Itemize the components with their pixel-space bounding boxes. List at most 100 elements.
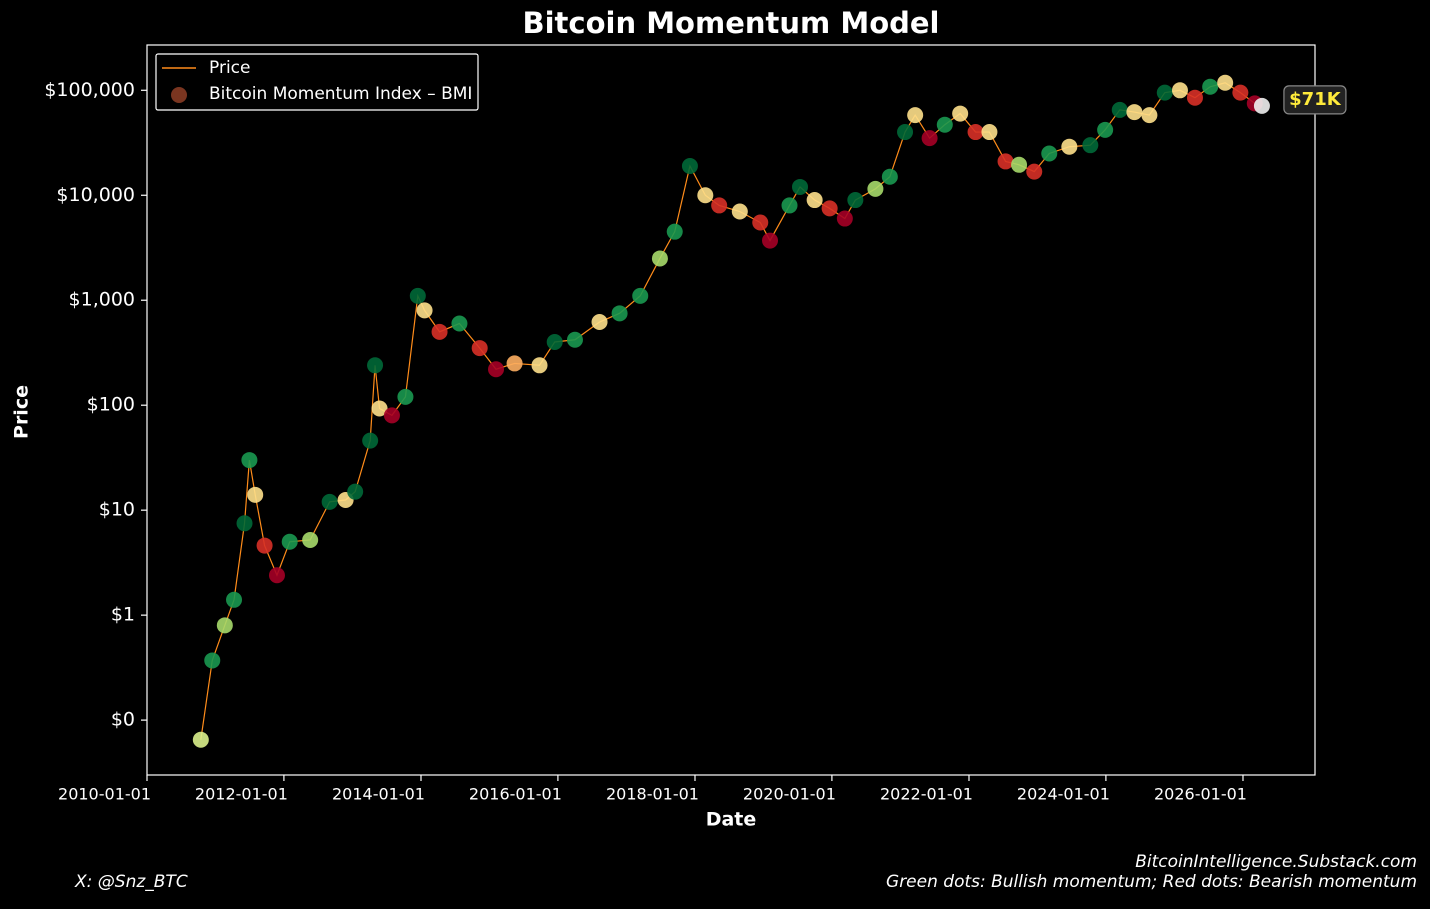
bmi-dot: [881, 168, 898, 185]
x-tick-label: 2016-01-01: [469, 785, 562, 804]
bmi-dot: [666, 223, 683, 240]
y-tick-label: $100: [87, 394, 135, 416]
bmi-dot: [681, 157, 698, 174]
bmi-dot: [566, 331, 583, 348]
bmi-dot: [711, 197, 728, 214]
bmi-dot: [1232, 84, 1249, 101]
bmi-dot: [383, 407, 400, 424]
bmi-dot: [907, 107, 924, 124]
note: Green dots: Bullish momentum; Red dots: …: [886, 872, 1417, 892]
bmi-dot: [1041, 145, 1058, 162]
x-tick-label: 2022-01-01: [880, 785, 973, 804]
bmi-dot: [781, 197, 798, 214]
y-tick-label: $10: [99, 499, 135, 521]
bmi-dot: [247, 486, 264, 503]
bmi-dot: [752, 214, 769, 231]
x-axis-label: Date: [706, 809, 757, 831]
bmi-dot: [611, 305, 628, 322]
bmi-dot: [731, 203, 748, 220]
bmi-dot: [651, 250, 668, 267]
annotation-box: [1283, 85, 1347, 115]
bmi-dot: [409, 287, 426, 304]
y-axis-label: Price: [11, 385, 33, 439]
bmi-dot: [362, 432, 379, 449]
bmi-dot: [1253, 97, 1270, 114]
bmi-dot: [241, 452, 258, 469]
bmi-dot: [952, 105, 969, 122]
y-tick-label: $1: [111, 604, 135, 626]
bmi-dot: [1026, 163, 1043, 180]
x-tick-label: 2024-01-01: [1017, 785, 1110, 804]
bmi-dot: [762, 232, 779, 249]
bmi-dot: [1097, 121, 1114, 138]
bmi-dot: [321, 493, 338, 510]
bmi-dot: [546, 333, 563, 350]
bmi-dot: [897, 124, 914, 141]
credit: X: @Snz_BTC: [74, 872, 188, 892]
bmi-dot: [1141, 107, 1158, 124]
bmi-dot: [1082, 137, 1099, 154]
bmi-dot: [936, 116, 953, 133]
bmi-dot: [806, 192, 823, 209]
bmi-dot: [192, 731, 209, 748]
chart-title: Bitcoin Momentum Model: [523, 6, 940, 40]
legend-box: [155, 53, 479, 111]
bmi-dot: [1186, 89, 1203, 106]
x-tick-label: 2012-01-01: [195, 785, 288, 804]
bmi-dot: [1011, 156, 1028, 173]
bmi-dot: [531, 357, 548, 374]
bmi-dot: [397, 388, 414, 405]
bmi-dot: [506, 355, 523, 372]
bmi-dot: [1171, 82, 1188, 99]
bmi-dot: [1111, 101, 1128, 118]
legend-label: Price: [209, 58, 250, 78]
source: BitcoinIntelligence.Substack.com: [1135, 852, 1417, 872]
y-tick-label: $0: [111, 709, 135, 731]
bmi-dot: [967, 124, 984, 141]
bmi-dot: [921, 130, 938, 147]
bmi-dot: [867, 180, 884, 197]
bmi-dot: [1217, 74, 1234, 91]
x-tick-label: 2026-01-01: [1154, 785, 1247, 804]
bmi-dot: [1126, 104, 1143, 121]
bmi-dot: [204, 652, 221, 669]
plot-frame: [146, 44, 1316, 776]
bmi-dot: [281, 533, 298, 550]
bmi-dot: [1061, 138, 1078, 155]
bmi-dot: [821, 200, 838, 217]
bmi-dot: [1156, 84, 1173, 101]
bmi-dot: [1202, 78, 1219, 95]
bmi-dot: [792, 178, 809, 195]
bmi-dot: [268, 567, 285, 584]
bmi-dot: [632, 287, 649, 304]
bmi-dot: [367, 357, 384, 374]
annotation: $71K: [1289, 89, 1342, 110]
x-tick-label: 2010-01-01: [58, 785, 151, 804]
x-tick-label: 2020-01-01: [743, 785, 836, 804]
bmi-dot: [226, 591, 243, 608]
bmi-dot: [471, 340, 488, 357]
bmi-dot: [256, 537, 273, 554]
bmi-dot: [302, 531, 319, 548]
legend-label: Bitcoin Momentum Index – BMI: [209, 84, 472, 104]
bmi-dot: [236, 515, 253, 532]
bmi-dot: [451, 315, 468, 332]
bmi-dot: [697, 187, 714, 204]
bmi-dot: [216, 617, 233, 634]
legend-swatch: [171, 87, 187, 103]
bmi-dot: [347, 483, 364, 500]
x-tick-label: 2018-01-01: [606, 785, 699, 804]
bmi-dot: [488, 361, 505, 378]
y-tick-label: $1,000: [69, 289, 135, 311]
bmi-dot: [591, 314, 608, 331]
x-tick-label: 2014-01-01: [332, 785, 425, 804]
bmi-dot: [431, 323, 448, 340]
bmi-dot: [997, 153, 1014, 170]
bmi-dot: [847, 192, 864, 209]
bmi-dot: [981, 124, 998, 141]
bmi-dot: [836, 210, 853, 227]
y-tick-label: $100,000: [44, 79, 135, 101]
